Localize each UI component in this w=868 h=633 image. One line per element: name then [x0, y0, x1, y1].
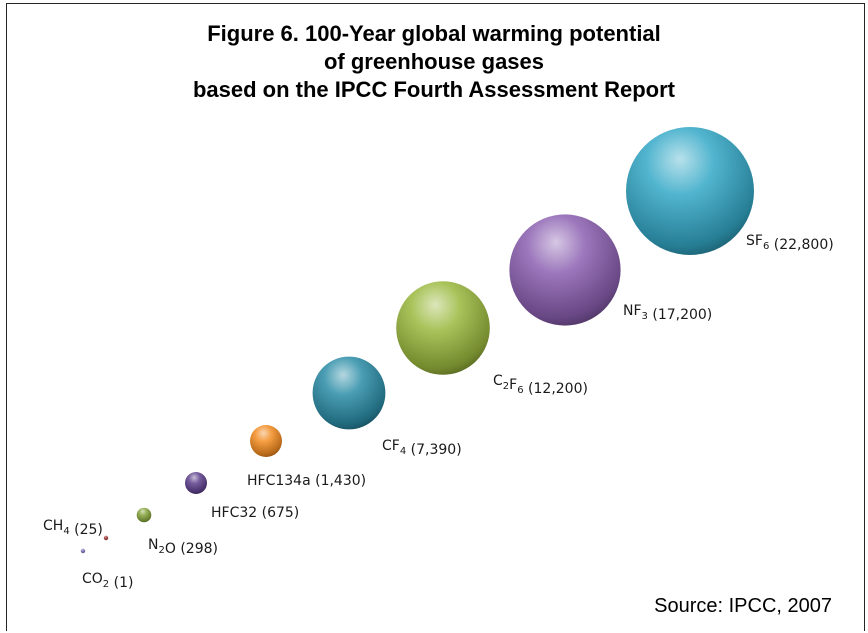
- bubble-co2: [80, 548, 86, 554]
- bubble-c2f6: [396, 281, 490, 375]
- bubble-cf4: [312, 356, 386, 430]
- bubble-label-2: N2O (298): [148, 537, 218, 557]
- bubble-label-3: HFC32 (675): [211, 505, 299, 521]
- bubbles-group: [80, 127, 754, 554]
- bubble-sf6: [626, 127, 754, 255]
- bubble-label-0: CO2 (1): [82, 571, 133, 591]
- bubble-label-4: HFC134a (1,430): [247, 473, 366, 489]
- bubble-nf3: [509, 214, 621, 326]
- bubble-hfc134a: [250, 425, 282, 457]
- bubble-label-1: CH4 (25): [43, 518, 103, 538]
- bubble-label-6: C2F6 (12,200): [493, 373, 588, 397]
- chart-title-line-3: based on the IPCC Fourth Assessment Repo…: [192, 77, 676, 102]
- bubble-hfc32: [185, 472, 207, 494]
- source-note: Source: IPCC, 2007: [654, 595, 832, 617]
- chart-title-line-2: of greenhouse gases: [323, 49, 545, 74]
- bubble-n2o: [136, 507, 152, 523]
- labels-group: CO2 (1) CH4 (25) N2O (298) HFC32 (675) HFC13…: [43, 233, 834, 591]
- bubble-ch4: [103, 535, 109, 541]
- chart-title-line-1: Figure 6. 100-Year global warming potent…: [207, 21, 661, 46]
- bubble-label-7: NF3 (17,200): [623, 303, 712, 323]
- chart-title: Figure 6. 100-Year global warming potent…: [0, 20, 868, 104]
- bubble-label-8: SF6 (22,800): [746, 233, 834, 253]
- bubble-label-5: CF4 (7,390): [382, 438, 462, 458]
